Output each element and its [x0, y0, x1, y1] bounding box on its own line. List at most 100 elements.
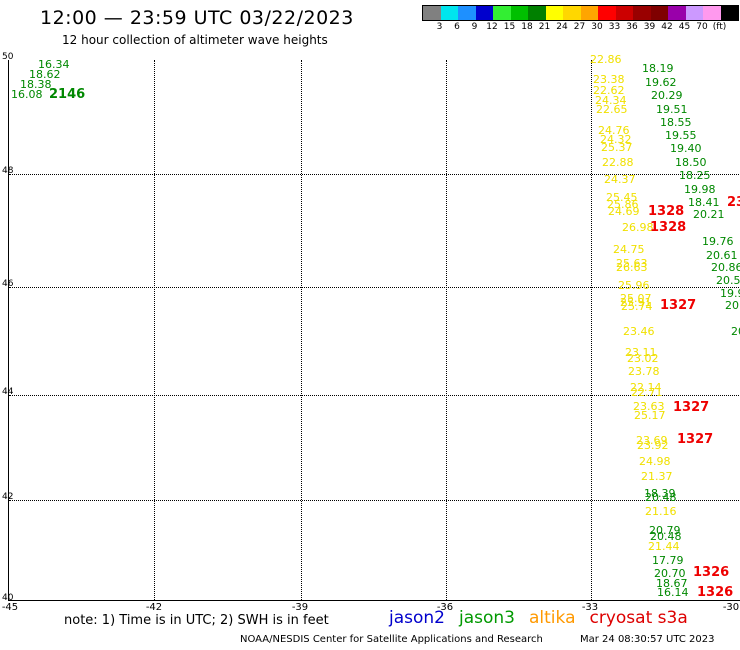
wave-height-label: 18.55 — [660, 116, 692, 129]
legend-jason2: jason2 — [389, 608, 445, 628]
color-swatch — [493, 6, 511, 20]
wave-height-label: 25.63 — [616, 257, 648, 270]
gridline-lon — [301, 60, 302, 600]
wave-height-map[interactable] — [8, 60, 740, 601]
color-scale-labels: 3 6 9 12 15 18 21 24 27 30 33 36 39 42 45 70 (ft) — [422, 22, 727, 34]
color-swatch — [528, 6, 546, 20]
gridline-lat — [9, 287, 740, 288]
lon-label: -39 — [291, 602, 309, 613]
scale-label: (ft) — [712, 22, 727, 32]
pass-time-label: 2146 — [49, 87, 86, 102]
wave-height-color-scale — [422, 5, 739, 21]
wave-height-label: 19.98 — [684, 183, 716, 196]
wave-height-label: 20 — [731, 325, 740, 338]
wave-height-label: 16.14 — [657, 586, 689, 599]
color-swatch — [510, 6, 528, 20]
legend-altika: altika — [529, 608, 576, 628]
color-swatch — [720, 6, 738, 20]
color-swatch — [685, 6, 703, 20]
pass-time-label: 1327 — [677, 432, 714, 447]
wave-height-label: 23.63 — [633, 400, 665, 413]
gridline-lat — [9, 395, 740, 396]
wave-height-label: 18.39 — [644, 487, 676, 500]
wave-height-label: 21.37 — [641, 470, 673, 483]
scale-label: 42 — [661, 22, 673, 32]
credit-line: NOAA/NESDIS Center for Satellite Applica… — [240, 634, 543, 645]
wave-height-label: 23.38 — [593, 73, 625, 86]
gridline-lon — [154, 60, 155, 600]
wave-height-label: 20.48 — [645, 491, 677, 504]
pass-time-label: 1327 — [673, 400, 710, 415]
scale-label: 21 — [538, 22, 551, 32]
scale-label: 3 — [436, 22, 443, 32]
color-swatch — [440, 6, 458, 20]
wave-height-label: 21.16 — [645, 505, 677, 518]
color-swatch — [423, 6, 441, 20]
wave-height-label: 18.38 — [20, 78, 52, 91]
wave-height-label: 20. — [725, 299, 740, 312]
timestamp: Mar 24 08:30:57 UTC 2023 — [580, 634, 715, 645]
wave-height-label: 22.88 — [602, 156, 634, 169]
wave-height-label: 25.74 — [621, 300, 653, 313]
wave-height-label: 20.79 — [649, 524, 681, 537]
wave-height-label: 18.67 — [656, 577, 688, 590]
wave-height-label: 19.9 — [720, 287, 740, 300]
wave-height-label: 19.76 — [702, 235, 734, 248]
wave-height-label: 20.29 — [651, 89, 683, 102]
wave-height-label: 18.19 — [642, 62, 674, 75]
scale-label: 27 — [573, 22, 586, 32]
wave-height-label: 26.98 — [622, 221, 654, 234]
wave-height-label: 26.63 — [616, 261, 648, 274]
wave-height-label: 21.44 — [648, 540, 680, 553]
wave-height-label: 18.62 — [29, 68, 61, 81]
page-title: 12:00 — 23:59 UTC 03/22/2023 — [40, 7, 354, 29]
pass-time-label: 1326 — [697, 585, 734, 600]
lat-label: 50 — [2, 52, 14, 62]
color-swatch — [650, 6, 668, 20]
lon-label: -42 — [145, 602, 163, 613]
wave-height-label: 23.02 — [627, 352, 659, 365]
gridline-lat — [9, 500, 740, 501]
lat-label: 44 — [2, 387, 14, 397]
lat-label: 46 — [2, 279, 14, 289]
color-swatch — [545, 6, 563, 20]
wave-height-label: 25.07 — [620, 292, 652, 305]
legend-cryosat: cryosat s3a — [589, 608, 688, 628]
wave-height-label: 22.71 — [631, 386, 663, 399]
lat-label: 48 — [2, 166, 14, 176]
wave-height-label: 18.25 — [679, 169, 711, 182]
gridline-lon — [446, 60, 447, 600]
pass-time-label: 1326 — [693, 565, 730, 580]
wave-height-label: 25.37 — [601, 141, 633, 154]
wave-height-label: 19.62 — [645, 76, 677, 89]
wave-height-label: 24.98 — [639, 455, 671, 468]
wave-height-label: 25.96 — [618, 279, 650, 292]
wave-height-label: 22.86 — [590, 53, 622, 66]
footer-note: note: 1) Time is in UTC; 2) SWH is in fe… — [64, 613, 329, 628]
wave-height-label: 18.41 — [688, 196, 720, 209]
scale-label: 36 — [626, 22, 638, 32]
scale-label: 18 — [521, 22, 533, 32]
color-swatch — [458, 6, 476, 20]
scale-label: 12 — [486, 22, 498, 32]
wave-height-label: 16.34 — [38, 58, 70, 71]
wave-height-label: 23.11 — [625, 346, 657, 359]
wave-height-label: 20.54 — [716, 274, 740, 287]
pass-time-label: 1328 — [650, 220, 687, 235]
color-swatch — [580, 6, 598, 20]
color-swatch — [703, 6, 721, 20]
scale-label: 9 — [471, 22, 478, 32]
wave-height-label: 25.86 — [607, 198, 639, 211]
pass-time-label: 23 — [727, 195, 740, 210]
wave-height-label: 20.86 — [711, 261, 740, 274]
wave-height-label: 20.21 — [693, 208, 725, 221]
wave-height-label: 20.48 — [650, 530, 682, 543]
wave-height-label: 24.37 — [604, 173, 636, 186]
scale-label: 45 — [678, 22, 691, 32]
wave-height-label: 24.76 — [598, 124, 630, 137]
wave-height-label: 18.50 — [675, 156, 707, 169]
wave-height-label: 16.08 — [11, 88, 43, 101]
color-swatch — [598, 6, 616, 20]
page-subtitle: 12 hour collection of altimeter wave hei… — [62, 33, 328, 47]
lat-label: 40 — [2, 593, 14, 603]
